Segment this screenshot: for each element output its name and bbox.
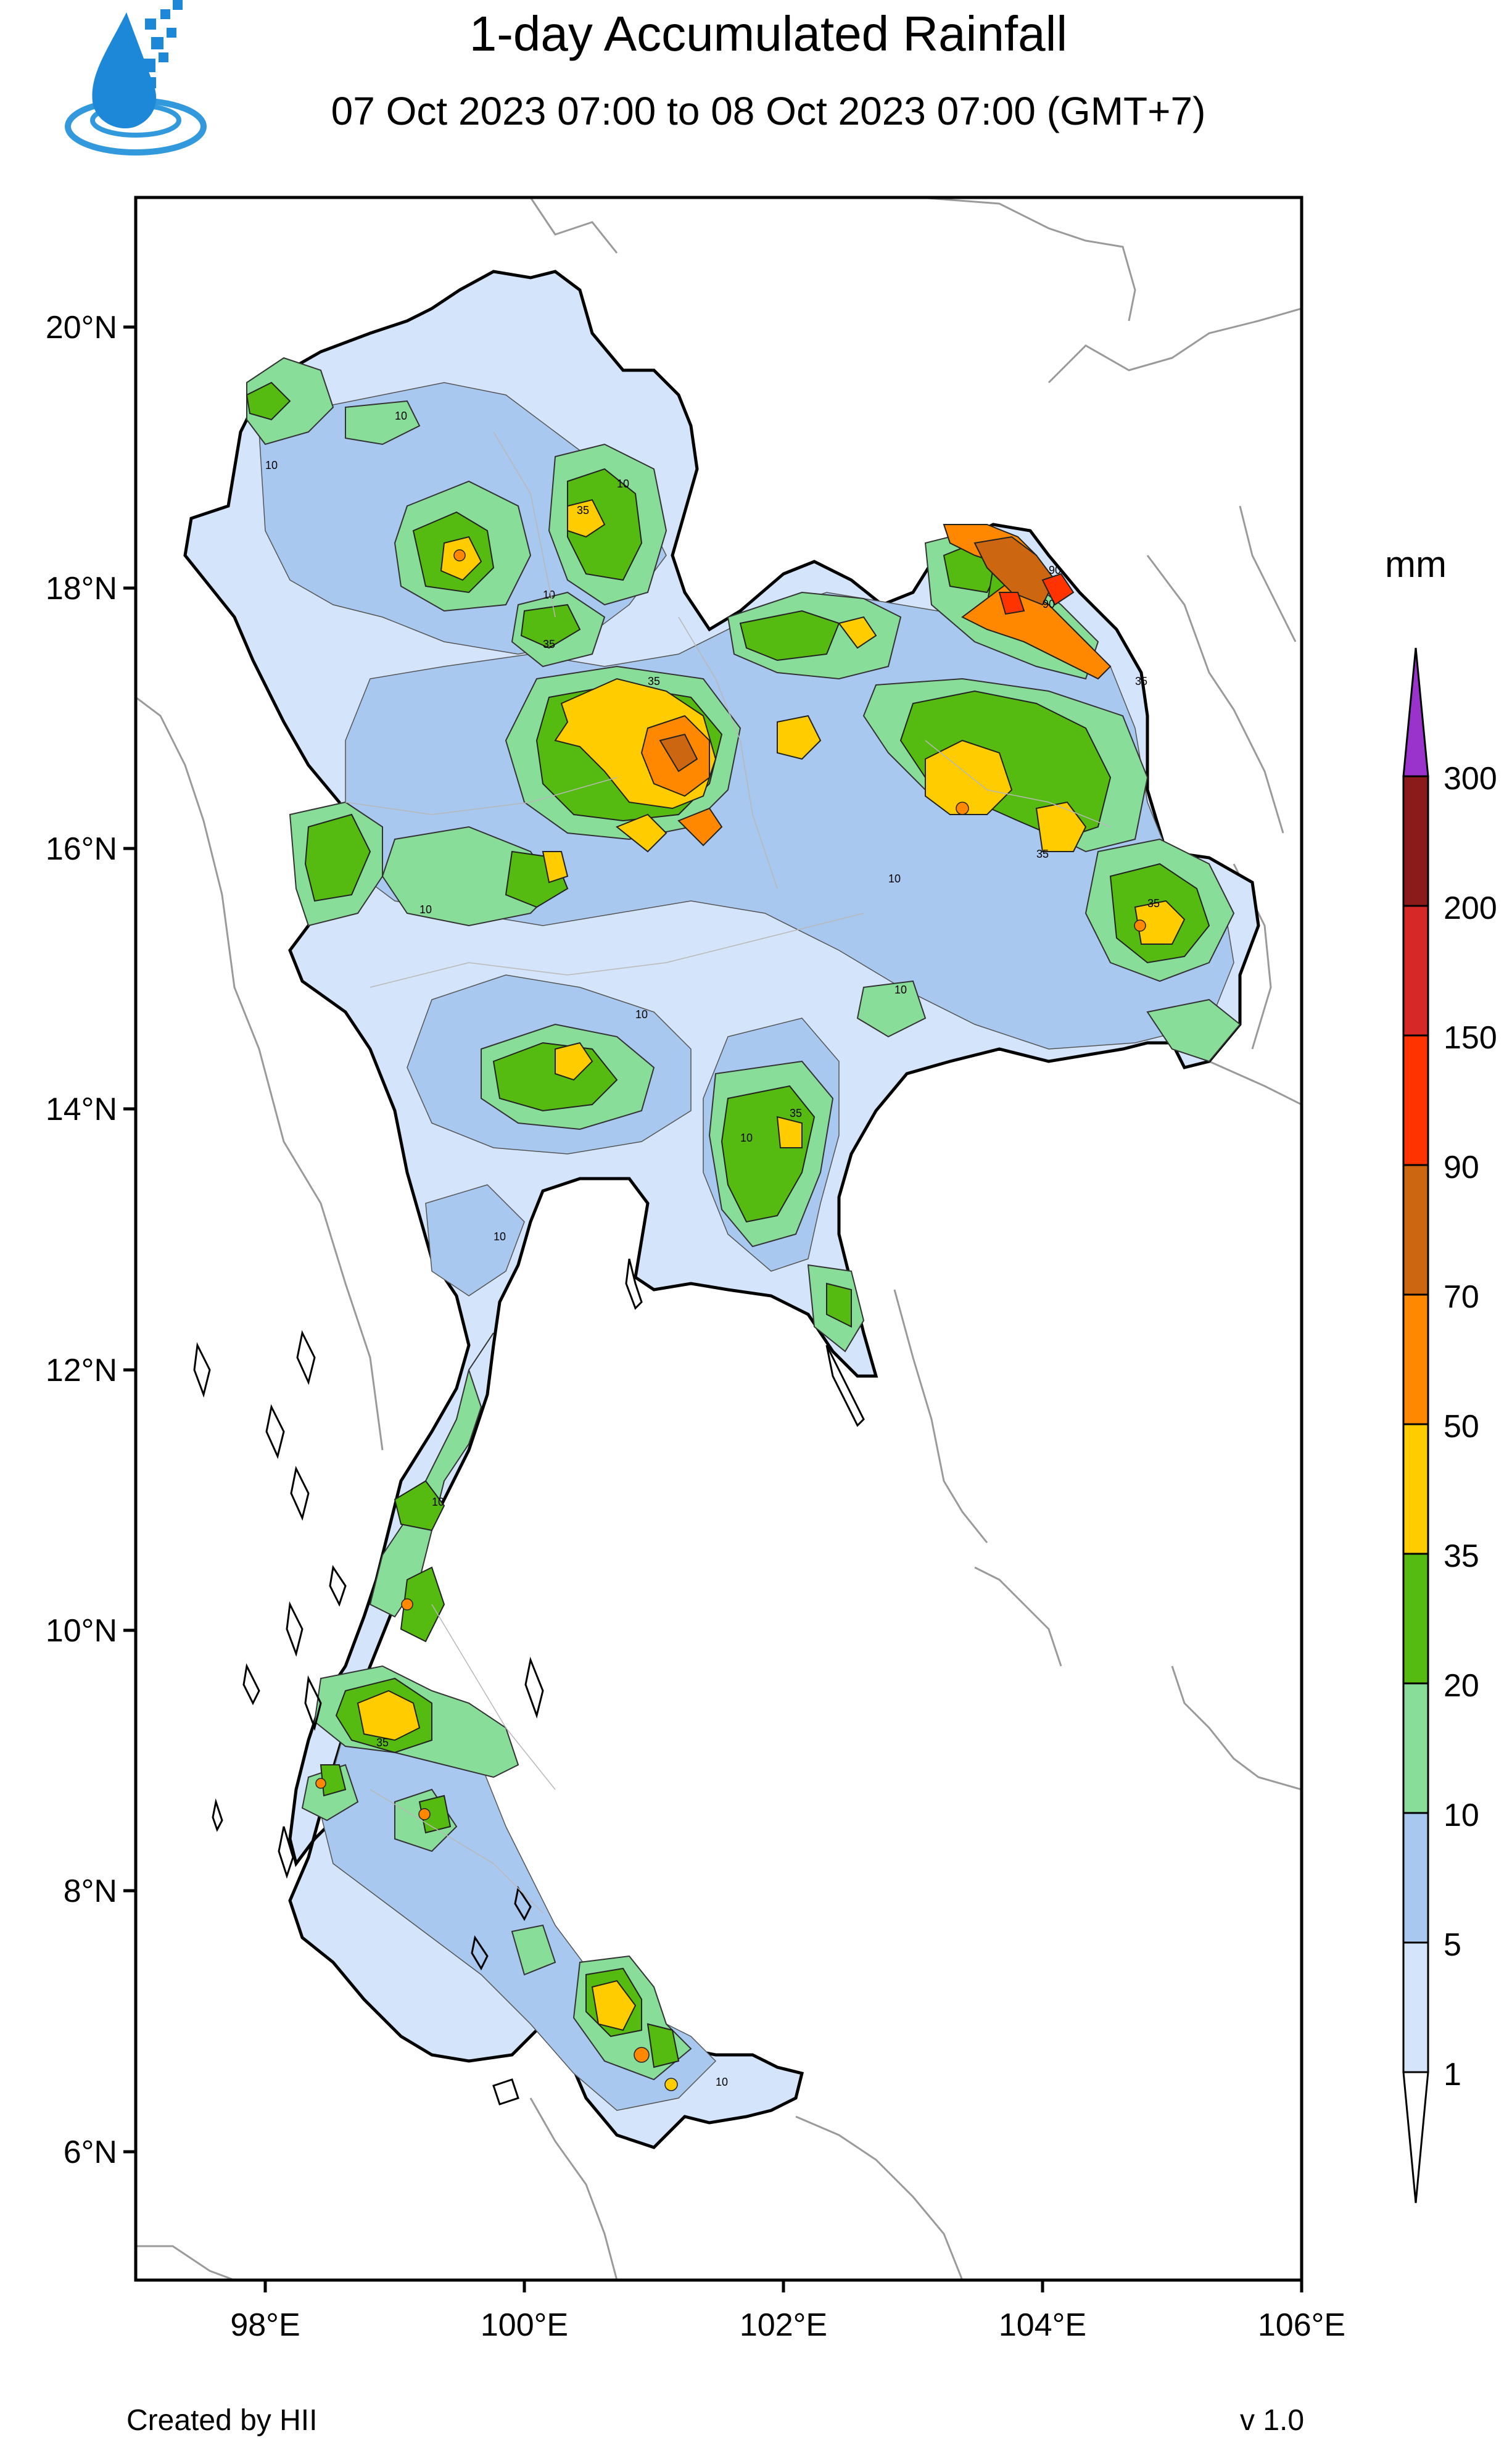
lat-label: 6°N <box>64 2134 117 2170</box>
islands <box>193 1258 865 2105</box>
map-title: 1-day Accumulated Rainfall <box>469 6 1068 61</box>
colorbar-label: 70 <box>1444 1279 1479 1315</box>
version-text: v 1.0 <box>1240 2404 1305 2437</box>
contour-label: 35 <box>1135 675 1147 687</box>
colorbar-segment-10-20 <box>1402 1682 1429 1814</box>
colorbar-label: 1 <box>1444 2057 1461 2093</box>
colorbar-unit: mm <box>1385 544 1447 585</box>
lat-axis <box>123 325 136 2154</box>
rain-spots <box>315 549 1146 2091</box>
colorbar-label: 200 <box>1444 890 1497 926</box>
colorbar <box>1402 647 1429 2204</box>
colorbar-top-arrow <box>1402 647 1429 778</box>
contour-label: 10 <box>395 410 407 422</box>
lat-label: 20°N <box>46 310 117 346</box>
colorbar-segment-90-150 <box>1402 1034 1429 1166</box>
colorbar-bottom-arrow <box>1402 2071 1429 2204</box>
neighbor-borders <box>136 197 1302 2280</box>
lon-label: 102°E <box>740 2307 827 2343</box>
rain-35-50mm <box>357 499 1186 2031</box>
province-borders <box>345 431 1111 1914</box>
lat-label: 10°N <box>46 1613 117 1649</box>
contour-label: 35 <box>543 638 555 650</box>
contour-label: 90 <box>1049 564 1061 576</box>
colorbar-label: 300 <box>1444 761 1497 797</box>
map-frame <box>134 196 1303 2282</box>
colorbar-label: 20 <box>1444 1668 1479 1704</box>
contour-label: 10 <box>494 1230 506 1243</box>
contour-label: 10 <box>265 459 278 471</box>
contour-label: 10 <box>894 984 907 996</box>
colorbar-segment-35-50 <box>1402 1423 1429 1555</box>
colorbar-label: 50 <box>1444 1409 1479 1445</box>
contour-label: 10 <box>740 1132 753 1144</box>
colorbar-segment-70-90 <box>1402 1164 1429 1296</box>
lat-labels: 20°N 18°N 16°N 14°N 12°N 10°N 8°N 6°N <box>46 310 117 2170</box>
colorbar-label: 90 <box>1444 1150 1479 1185</box>
colorbar-segment-200-300 <box>1402 775 1429 907</box>
lon-label: 104°E <box>999 2307 1086 2343</box>
lon-label: 106°E <box>1258 2307 1345 2343</box>
lat-label: 18°N <box>46 571 117 607</box>
colorbar-segment-5-10 <box>1402 1812 1429 1944</box>
map-content: 10 10 10 10 10 10 10 10 10 10 10 10 35 3… <box>136 197 1302 2280</box>
colorbar-label: 150 <box>1444 1020 1497 1056</box>
contour-label: 35 <box>648 675 660 687</box>
contour-label: 10 <box>419 903 432 916</box>
colorbar-label: 10 <box>1444 1798 1479 1833</box>
colorbar-label: 35 <box>1444 1538 1479 1574</box>
colorbar-segment-1-5 <box>1402 1941 1429 2073</box>
colorbar-segment-50-70 <box>1402 1293 1429 1425</box>
lon-label: 100°E <box>481 2307 568 2343</box>
lat-label: 8°N <box>64 1873 117 1909</box>
rain-90-150mm <box>998 573 1075 615</box>
contour-label: 35 <box>790 1107 802 1119</box>
lat-label: 16°N <box>46 831 117 867</box>
lon-label: 98°E <box>230 2307 300 2343</box>
contour-label: 10 <box>635 1008 648 1021</box>
contour-label: 10 <box>432 1496 444 1508</box>
contour-labels: 10 10 10 10 10 10 10 10 10 10 10 10 35 3… <box>265 410 1160 2088</box>
lat-label: 12°N <box>46 1353 117 1388</box>
contour-label: 10 <box>888 873 901 885</box>
rain-70-90mm <box>659 536 1056 773</box>
map-subtitle: 07 Oct 2023 07:00 to 08 Oct 2023 07:00 (… <box>331 89 1206 133</box>
lat-label: 14°N <box>46 1092 117 1127</box>
lon-axis <box>263 2280 1303 2292</box>
credit-text: Created by HII <box>126 2404 318 2437</box>
contour-label: 90 <box>1043 598 1055 610</box>
water-drop-logo-icon <box>65 0 207 156</box>
contour-label: 10 <box>716 2076 728 2088</box>
contour-label: 35 <box>1147 897 1160 910</box>
lon-labels: 98°E 100°E 102°E 104°E 106°E <box>230 2307 1345 2343</box>
contour-label: 35 <box>376 1736 389 1749</box>
contour-label: 35 <box>577 504 589 516</box>
contour-label: 10 <box>543 589 555 601</box>
colorbar-segment-20-35 <box>1402 1553 1429 1685</box>
colorbar-label: 5 <box>1444 1927 1461 1963</box>
contour-label: 35 <box>1036 848 1049 860</box>
contour-label: 10 <box>617 478 629 490</box>
colorbar-segment-150-200 <box>1402 905 1429 1037</box>
